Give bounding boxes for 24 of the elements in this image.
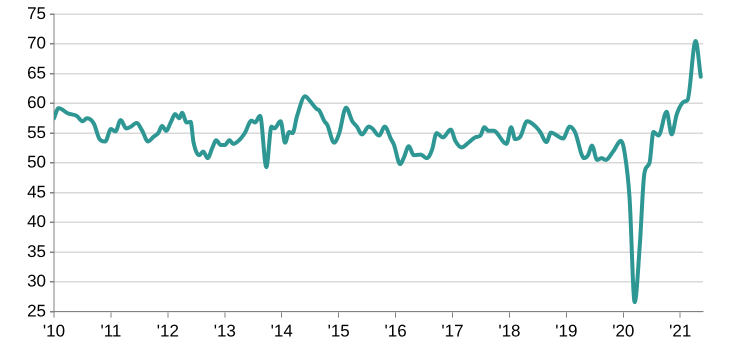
y-tick-label: 55 — [27, 122, 46, 142]
x-tick-label: '12 — [156, 321, 179, 340]
y-tick-label: 45 — [27, 182, 46, 202]
x-tick-label: '17 — [441, 321, 464, 340]
x-tick-label: '19 — [555, 321, 578, 340]
y-tick-label: 30 — [27, 272, 46, 291]
y-tick-label: 60 — [27, 93, 46, 112]
y-tick-label: 50 — [27, 152, 46, 172]
y-tick-label: 35 — [27, 242, 46, 261]
y-tick-label: 65 — [27, 63, 46, 82]
y-tick-label: 25 — [27, 301, 46, 320]
x-tick-label: '11 — [100, 321, 122, 340]
x-tick-label: '13 — [214, 321, 236, 340]
x-tick-label: '15 — [328, 321, 350, 340]
x-tick-label: '21 — [669, 321, 692, 340]
x-tick-label: '18 — [498, 321, 521, 340]
line-series — [54, 38, 703, 304]
x-tick-label: '16 — [384, 321, 407, 340]
x-tick-label: '14 — [270, 321, 293, 340]
x-tick-label: '20 — [612, 321, 634, 340]
x-tick-label: '10 — [42, 321, 66, 340]
y-tick-label: 70 — [27, 34, 46, 53]
y-tick-label: 75 — [27, 4, 46, 23]
y-tick-label: 40 — [27, 212, 46, 232]
